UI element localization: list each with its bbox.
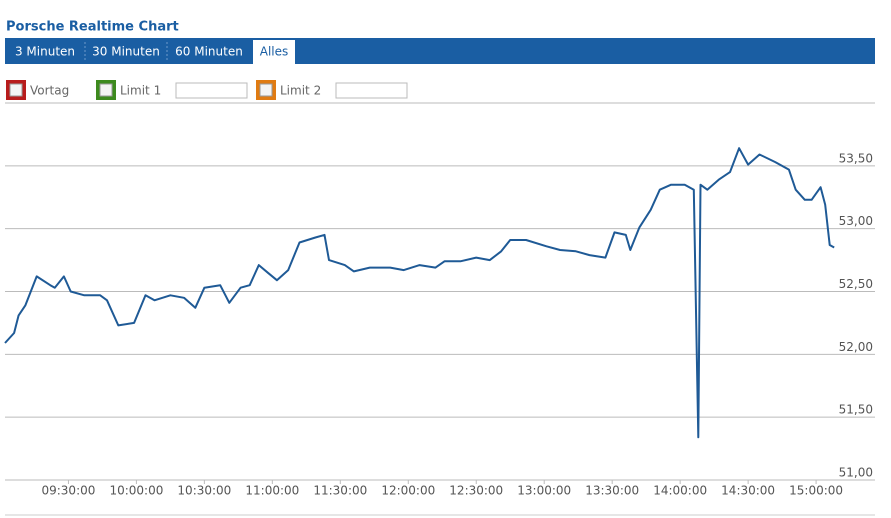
tab[interactable]: 30 Minuten bbox=[92, 45, 160, 59]
x-tick-label: 11:00:00 bbox=[245, 484, 299, 498]
checkbox[interactable] bbox=[259, 83, 273, 97]
x-tick-label: 15:00:00 bbox=[789, 484, 843, 498]
x-tick-label: 14:00:00 bbox=[653, 484, 707, 498]
x-tick-label: 13:00:00 bbox=[517, 484, 571, 498]
tab[interactable]: 60 Minuten bbox=[175, 45, 243, 59]
tab[interactable]: 3 Minuten bbox=[15, 45, 75, 59]
x-tick-label: 10:00:00 bbox=[109, 484, 163, 498]
tab[interactable]: Alles bbox=[260, 45, 289, 59]
x-tick-label: 14:30:00 bbox=[721, 484, 775, 498]
price-line bbox=[4, 147, 835, 439]
checkbox[interactable] bbox=[99, 83, 113, 97]
y-tick-label: 53,50 bbox=[839, 151, 873, 165]
x-tick-label: 12:30:00 bbox=[449, 484, 503, 498]
x-tick-label: 11:30:00 bbox=[313, 484, 367, 498]
limit-input[interactable] bbox=[335, 82, 408, 99]
y-tick-label: 51,00 bbox=[839, 466, 873, 480]
checkbox-label: Vortag bbox=[30, 84, 69, 98]
x-tick-label: 10:30:00 bbox=[177, 484, 231, 498]
x-tick-label: 13:30:00 bbox=[585, 484, 639, 498]
y-tick-label: 53,00 bbox=[839, 214, 873, 228]
y-tick-label: 52,00 bbox=[839, 340, 873, 354]
widget-title: Porsche Realtime Chart bbox=[6, 20, 179, 35]
x-tick-label: 12:00:00 bbox=[381, 484, 435, 498]
x-tick-label: 09:30:00 bbox=[41, 484, 95, 498]
checkbox-label: Limit 2 bbox=[280, 84, 321, 98]
y-tick-label: 51,50 bbox=[839, 403, 873, 417]
limit-input[interactable] bbox=[175, 82, 248, 99]
tab-bar bbox=[5, 38, 875, 64]
tab-active[interactable] bbox=[253, 40, 295, 64]
y-tick-label: 52,50 bbox=[839, 277, 873, 291]
checkbox[interactable] bbox=[9, 83, 23, 97]
checkbox-label: Limit 1 bbox=[120, 84, 161, 98]
